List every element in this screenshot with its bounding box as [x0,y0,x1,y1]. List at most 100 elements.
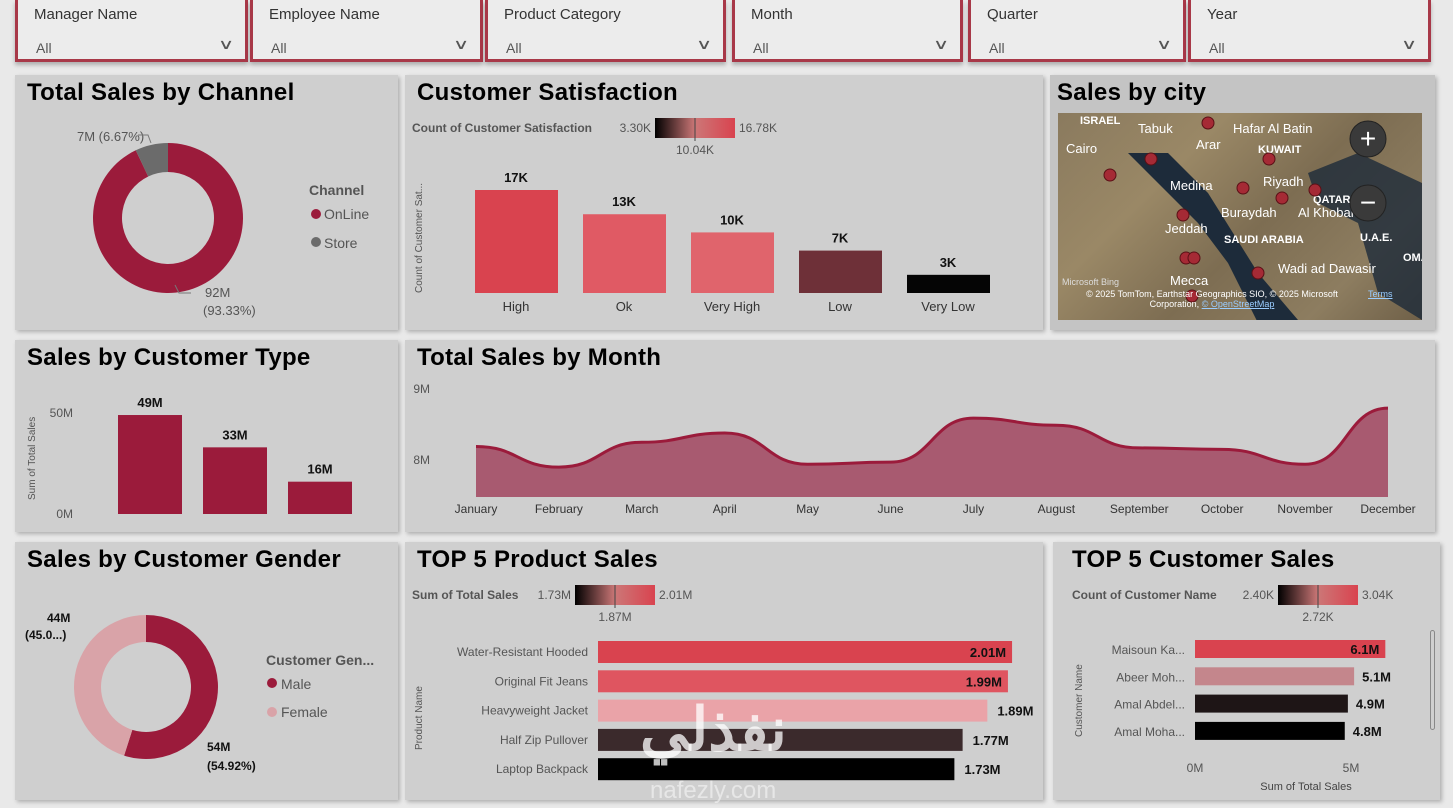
customer-type-title: Sales by Customer Type [27,344,311,371]
slicer-value[interactable]: All [753,40,769,56]
city-bubble[interactable] [1144,152,1158,166]
data-label: 2.01M [970,645,1006,660]
x-tick-february: February [535,502,583,516]
top-products-title: TOP 5 Product Sales [417,546,658,573]
data-label: 1.77M [973,733,1009,748]
city-map[interactable]: Tabuk Hafar Al Batin Cairo Arar KUWAIT Medina… [1058,113,1422,320]
bar-customer-type [118,415,182,514]
map-place-label: SAUDI ARABIA [1224,234,1304,246]
zoom_out-icon: − [1360,187,1376,218]
x-axis-label: Sum of Total Sales [1260,781,1352,793]
slicer-employee-name[interactable]: Employee Name All ∨ [250,0,483,62]
chevron-down-icon[interactable]: ∨ [452,36,470,52]
city-bubble[interactable] [1262,152,1276,166]
bar-product [598,728,963,751]
city-bubble[interactable] [1251,266,1265,280]
y-tick: 8M [413,453,430,467]
x-tick-label: Ok [616,299,633,314]
city-bubble[interactable] [1187,251,1201,265]
bar-high [475,190,558,293]
gender-panel: Sales by Customer Gender 44M (45.0...) 54M… [15,542,398,800]
bar-ok [583,214,666,293]
legend-male: Male [281,676,312,692]
label-male: 54M [207,740,230,754]
slice-online[interactable] [93,143,243,293]
city-bubble[interactable] [1176,208,1190,222]
slicer-value[interactable]: All [989,40,1005,56]
data-label: 17K [504,170,528,185]
gradient-max: 2.01M [659,588,692,602]
zoom-in-button[interactable] [1349,120,1387,158]
satisfaction-title: Customer Satisfaction [417,79,679,106]
slice-store[interactable] [135,143,168,177]
map-attribution-block: © 2025 TomTom, Earthstar Geographics SIO… [1062,289,1362,309]
y-tick: Abeer Moh... [1116,670,1185,684]
chevron-down-icon[interactable]: ∨ [217,36,235,52]
city-bubble[interactable] [1103,168,1117,182]
gradient-mid: 10.04K [676,143,714,157]
chevron-down-icon[interactable]: ∨ [1155,36,1173,52]
satisfaction-bar-chart: Count of Customer Satisfaction 3.30K 16.78… [412,118,990,314]
x-tick-october: October [1201,502,1244,516]
terms-link[interactable]: Terms [1368,289,1393,299]
x-tick: 0M [1187,761,1204,775]
x-tick-label: Very Low [921,299,975,314]
slicer-value[interactable]: All [506,40,522,56]
city-bubble[interactable] [1275,191,1289,205]
data-label: 16M [307,462,332,477]
data-label: 5.1M [1362,669,1391,684]
city-bubble[interactable] [1201,116,1215,130]
top-customers-title: TOP 5 Customer Sales [1072,546,1335,573]
slicer-value[interactable]: All [1209,40,1225,56]
chevron-down-icon[interactable]: ∨ [695,36,713,52]
city-bubble[interactable] [1185,289,1199,303]
y-tick: Original Fit Jeans [495,674,588,688]
slicer-quarter[interactable]: Quarter All ∨ [968,0,1186,62]
map-place-label: Hafar Al Batin [1233,121,1313,136]
scrollbar[interactable] [1430,630,1435,730]
bing-logo: Microsoft Bing [1062,277,1120,287]
x-tick-label: Low [828,299,852,314]
bar-customer-type [288,481,352,514]
map-place-label: KUWAIT [1258,144,1302,156]
label-store: 7M (6.67%) [77,129,144,144]
top-customers-panel: TOP 5 Customer Sales Count of Customer N… [1053,542,1440,800]
legend-dot-male [267,678,277,688]
gradient-mid: 1.87M [598,610,631,624]
leader-line [138,134,152,144]
city-bubble[interactable] [1236,181,1250,195]
slicer-product-category[interactable]: Product Category All ∨ [485,0,726,62]
y-axis-label: Count of Customer Sat... [414,183,425,293]
bar-product [598,670,1008,693]
map-place-label: Al Khobar [1298,205,1356,220]
data-label: 7K [832,231,849,246]
slicer-value[interactable]: All [271,40,287,56]
gender-donut: 44M (45.0...) 54M (54.92%) Customer Gen... Ma… [25,611,374,773]
legend-online: OnLine [324,206,369,222]
chevron-down-icon[interactable]: ∨ [1400,36,1418,52]
slicer-value[interactable]: All [36,40,52,56]
y-axis-label: Product Name [414,686,425,750]
channel-title: Total Sales by Channel [27,79,295,106]
slicer-month[interactable]: Month All ∨ [732,0,963,62]
city-bubble[interactable] [1308,183,1322,197]
y-axis-label: Sum of Total Sales [27,417,38,500]
top-products-panel: TOP 5 Product Sales Sum of Total Sales 1.… [405,542,1043,800]
bar-customer [1195,667,1355,686]
map-place-label: OMAN [1403,252,1422,264]
x-tick-january: January [455,502,498,516]
chevron-down-icon[interactable]: ∨ [932,36,950,52]
osm-link[interactable]: © OpenStreetMap [1201,299,1275,309]
zoom-out-button[interactable] [1349,184,1387,222]
y-tick: Maisoun Ka... [1112,643,1185,657]
gradient-legend-label: Count of Customer Satisfaction [412,121,592,135]
y-axis-label: Customer Name [1074,664,1085,737]
y-tick: Heavyweight Jacket [481,704,588,718]
slice-female[interactable] [74,615,146,756]
city-title: Sales by city [1057,79,1207,106]
y-tick: 50M [50,406,73,420]
slicer-manager-name[interactable]: Manager Name All ∨ [15,0,248,62]
gradient-mid: 2.72K [1302,610,1333,624]
slicer-year[interactable]: Year All ∨ [1188,0,1431,62]
slice-male[interactable] [124,615,219,759]
